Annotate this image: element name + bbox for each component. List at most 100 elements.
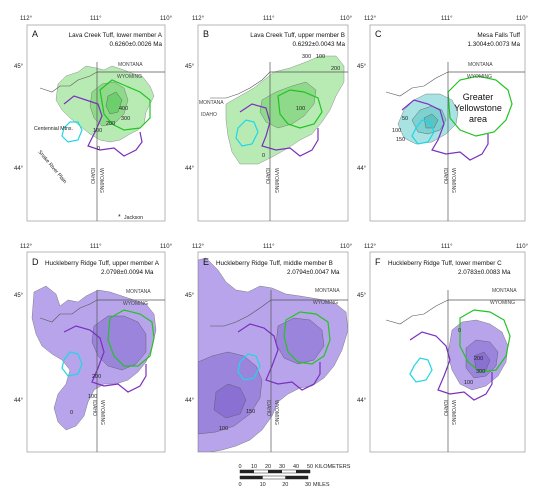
- lat-label: 44°: [357, 166, 367, 172]
- km-bar-segment: [268, 470, 282, 473]
- lon-label: 111°: [263, 244, 275, 250]
- cyan-outline: [235, 119, 259, 147]
- state-label: WYOMING: [273, 168, 279, 193]
- state-label: IDAHO: [265, 400, 271, 416]
- lon-label: 112°: [364, 244, 377, 250]
- contour-label: 100: [316, 54, 325, 60]
- cyan-outline: [409, 357, 433, 383]
- panel-letter: E: [203, 257, 209, 267]
- panel-a: A Lava Creek Tuff, lower member A 0.6260…: [26, 24, 166, 222]
- green-outline: [107, 309, 155, 367]
- lon-label: 112°: [20, 244, 33, 250]
- panel-letter: C: [375, 29, 382, 39]
- state-border: [39, 71, 98, 93]
- purple-outline: [63, 325, 147, 393]
- lat-label: 45°: [14, 64, 24, 70]
- lat-label: 45°: [185, 293, 195, 299]
- state-label: WYOMING: [490, 300, 515, 306]
- state-label: WYOMING: [123, 301, 148, 307]
- contour-label: 300: [476, 369, 485, 375]
- km-tick: 0: [238, 464, 241, 470]
- km-bar-segment: [296, 470, 310, 473]
- place-label: Greater: [463, 92, 494, 102]
- tuff-core-inner: [105, 91, 123, 115]
- place-label: Jackson: [124, 215, 143, 221]
- lon-label: 112°: [364, 16, 377, 22]
- panel-title: Mesa Falls Tuff: [477, 32, 520, 39]
- panel-title: Lava Creek Tuff, upper member B: [250, 32, 345, 39]
- purple-outline: [409, 331, 493, 401]
- green-outline: [459, 309, 511, 373]
- cyan-outline: [411, 119, 435, 145]
- purple-outline: [237, 323, 321, 391]
- state-label: WYOMING: [98, 168, 104, 193]
- green-outline: [277, 89, 323, 129]
- purple-outline: [401, 99, 489, 161]
- state-label: IDAHO: [264, 168, 270, 184]
- contour-label: 100: [392, 128, 401, 134]
- place-label: area: [469, 114, 487, 124]
- lat-label: 45°: [357, 64, 367, 70]
- cyan-outline: [61, 351, 83, 377]
- lat-label: 44°: [14, 166, 24, 172]
- jackson-icon: *: [118, 214, 121, 221]
- km-unit: KILOMETERS: [315, 464, 351, 470]
- purple-outline: [239, 103, 319, 157]
- panel-date: 0.6260±0.0026 Ma: [110, 41, 163, 48]
- panel-date: 2.0798±0.0094 Ma: [101, 269, 154, 276]
- lon-label: 112°: [20, 16, 33, 22]
- lon-label: 112°: [192, 244, 205, 250]
- green-outline: [447, 75, 513, 137]
- lat-label: 45°: [357, 293, 367, 299]
- km-tick: 50: [307, 464, 313, 470]
- lon-label: 111°: [90, 244, 102, 250]
- mi-bar-segment: [285, 476, 308, 479]
- mi-bar-segment: [240, 476, 263, 479]
- state-label: WYOMING: [450, 400, 456, 425]
- contour-label: 100: [464, 380, 473, 386]
- contour-label: 200: [331, 66, 340, 72]
- state-label: WYOMING: [117, 74, 142, 80]
- contour-label: 100: [219, 426, 228, 432]
- lon-label: 111°: [263, 16, 275, 22]
- mi-tick: 20: [282, 482, 288, 488]
- green-outline: [99, 79, 151, 131]
- lon-label: 112°: [192, 16, 205, 22]
- state-label: IDAHO: [89, 168, 95, 184]
- panel-title: Huckleberry Ridge Tuff, upper member A: [45, 260, 160, 267]
- state-label: MONTANA: [468, 62, 493, 68]
- tuff-core-inner: [213, 383, 247, 419]
- contour-label: 200: [474, 356, 483, 362]
- km-scale: 0 10 20 30 40 50 KILOMETERS: [238, 464, 351, 474]
- contour-label: 400: [119, 106, 128, 112]
- panel-title: Lava Creek Tuff, lower member A: [69, 32, 163, 39]
- state-label: MONTANA: [118, 62, 143, 68]
- panel-c: C Mesa Falls Tuff 1.3004±0.0073 Ma 50 10…: [369, 24, 526, 222]
- state-label: IDAHO: [91, 400, 97, 416]
- state-label: MONTANA: [492, 288, 517, 294]
- panel-date: 2.0783±0.0083 Ma: [458, 269, 511, 276]
- tuff-core-inner: [423, 113, 439, 129]
- panel-letter: D: [32, 257, 39, 267]
- place-label: Yellowstone: [454, 103, 502, 113]
- km-tick: 40: [293, 464, 299, 470]
- km-tick: 30: [279, 464, 285, 470]
- panel-letter: F: [375, 257, 381, 267]
- state-label: WYOMING: [450, 168, 456, 193]
- place-label: Centennial Mtns.: [34, 126, 73, 132]
- lon-label: 110°: [160, 16, 173, 22]
- state-border: [39, 299, 98, 323]
- contour-label: 300: [121, 116, 130, 122]
- state-border: [385, 71, 449, 97]
- panel-letter: B: [203, 29, 209, 39]
- km-tick: 10: [251, 464, 257, 470]
- state-label: MONTANA: [199, 100, 224, 106]
- contour-label: 200: [106, 121, 115, 127]
- state-label: IDAHO: [442, 400, 448, 416]
- panel-date: 2.0794±0.0047 Ma: [287, 269, 340, 276]
- contour-label: 100: [296, 106, 305, 112]
- panel-letter: A: [32, 29, 38, 39]
- contour-label: 0: [458, 328, 461, 334]
- panel-title: Huckleberry Ridge Tuff, lower member C: [388, 260, 502, 267]
- state-border: [210, 71, 271, 99]
